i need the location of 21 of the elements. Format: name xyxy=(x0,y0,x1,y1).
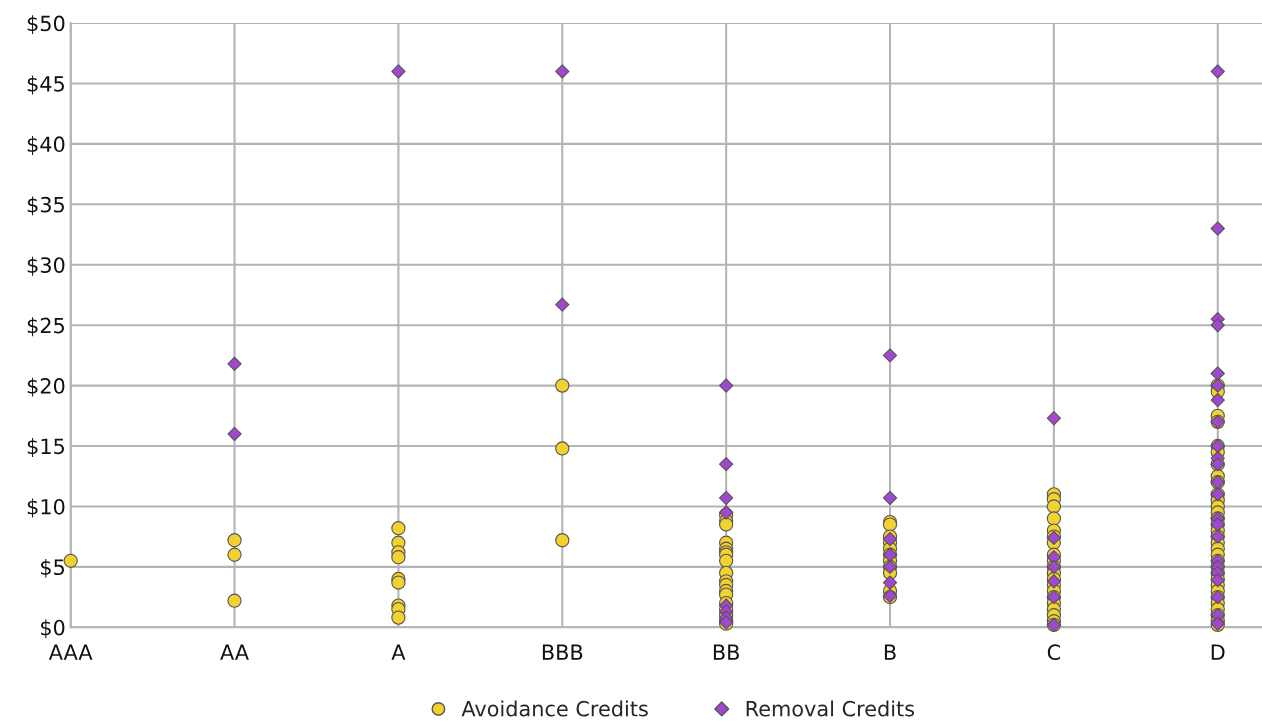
y-tick-label: $5 xyxy=(41,558,64,578)
x-tick-label: B xyxy=(884,644,896,660)
y-tick-label: $25 xyxy=(27,317,64,337)
x-tick-label: AAA xyxy=(48,644,93,660)
legend-label: Avoidance Credits xyxy=(461,700,648,717)
x-tick-label: A xyxy=(391,644,406,660)
y-tick-label: $35 xyxy=(27,196,64,216)
y-tick-label: $40 xyxy=(27,136,65,155)
x-tick-label: C xyxy=(1047,644,1061,661)
y-tick-label: $20 xyxy=(27,377,65,397)
x-tick-label: D xyxy=(1211,644,1225,660)
x-tick-label: AA xyxy=(220,644,249,660)
y-tick-label: $50 xyxy=(27,15,65,35)
x-tick-label: BB xyxy=(713,644,739,660)
legend-label: Removal Credits xyxy=(746,700,915,717)
y-tick-label: $45 xyxy=(27,75,64,95)
y-tick-label: $0 xyxy=(41,619,65,639)
y-tick-label: $15 xyxy=(27,438,64,457)
y-tick-label: $30 xyxy=(27,256,65,276)
y-tick-label: $10 xyxy=(27,498,65,518)
x-tick-label: BBB xyxy=(542,644,583,660)
